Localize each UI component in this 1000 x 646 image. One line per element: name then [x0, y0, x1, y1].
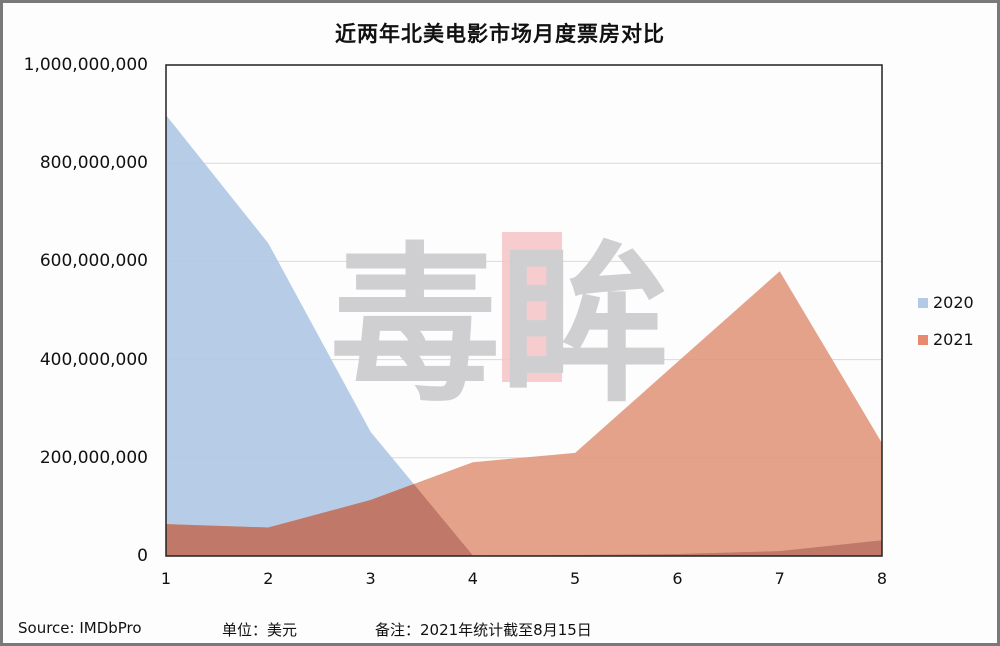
x-tick-label: 3 — [365, 569, 376, 588]
legend-label: 2021 — [933, 330, 974, 349]
y-tick-label: 600,000,000 — [39, 251, 148, 272]
x-tick-label: 6 — [672, 569, 683, 588]
area-2021 — [166, 271, 882, 556]
watermark: 毒眸 — [330, 228, 670, 426]
source-note: Source: IMDbPro — [18, 619, 142, 637]
area-2020 — [166, 115, 882, 556]
y-tick-label: 0 — [137, 546, 148, 566]
x-tick-label: 7 — [774, 569, 785, 588]
legend-swatch-icon — [918, 334, 928, 345]
x-tick-label: 4 — [467, 569, 478, 588]
x-tick-label: 8 — [876, 569, 888, 588]
svg-text:眸: 眸 — [500, 228, 670, 426]
y-tick-label: 200,000,000 — [39, 447, 148, 468]
legend-item-2021: 2021 — [918, 330, 974, 349]
area-overlap — [166, 484, 882, 556]
y-tick-label: 800,000,000 — [39, 153, 148, 174]
svg-text:毒: 毒 — [330, 228, 500, 426]
remark-note: 备注：2021年统计截至8月15日 — [375, 621, 592, 639]
y-tick-label: 400,000,000 — [39, 349, 148, 370]
x-tick-label: 5 — [570, 569, 581, 588]
y-tick-label: 1,000,000,000 — [23, 55, 148, 75]
plot-border — [165, 64, 883, 557]
unit-note: 单位：美元 — [222, 621, 298, 639]
x-tick-label: 2 — [263, 569, 274, 588]
legend-swatch-icon — [918, 297, 928, 308]
legend-item-2020: 2020 — [918, 293, 974, 312]
x-tick-label: 1 — [160, 569, 172, 588]
chart-title: 近两年北美电影市场月度票房对比 — [335, 22, 665, 46]
area-series — [166, 115, 882, 556]
legend-label: 2020 — [933, 293, 974, 312]
